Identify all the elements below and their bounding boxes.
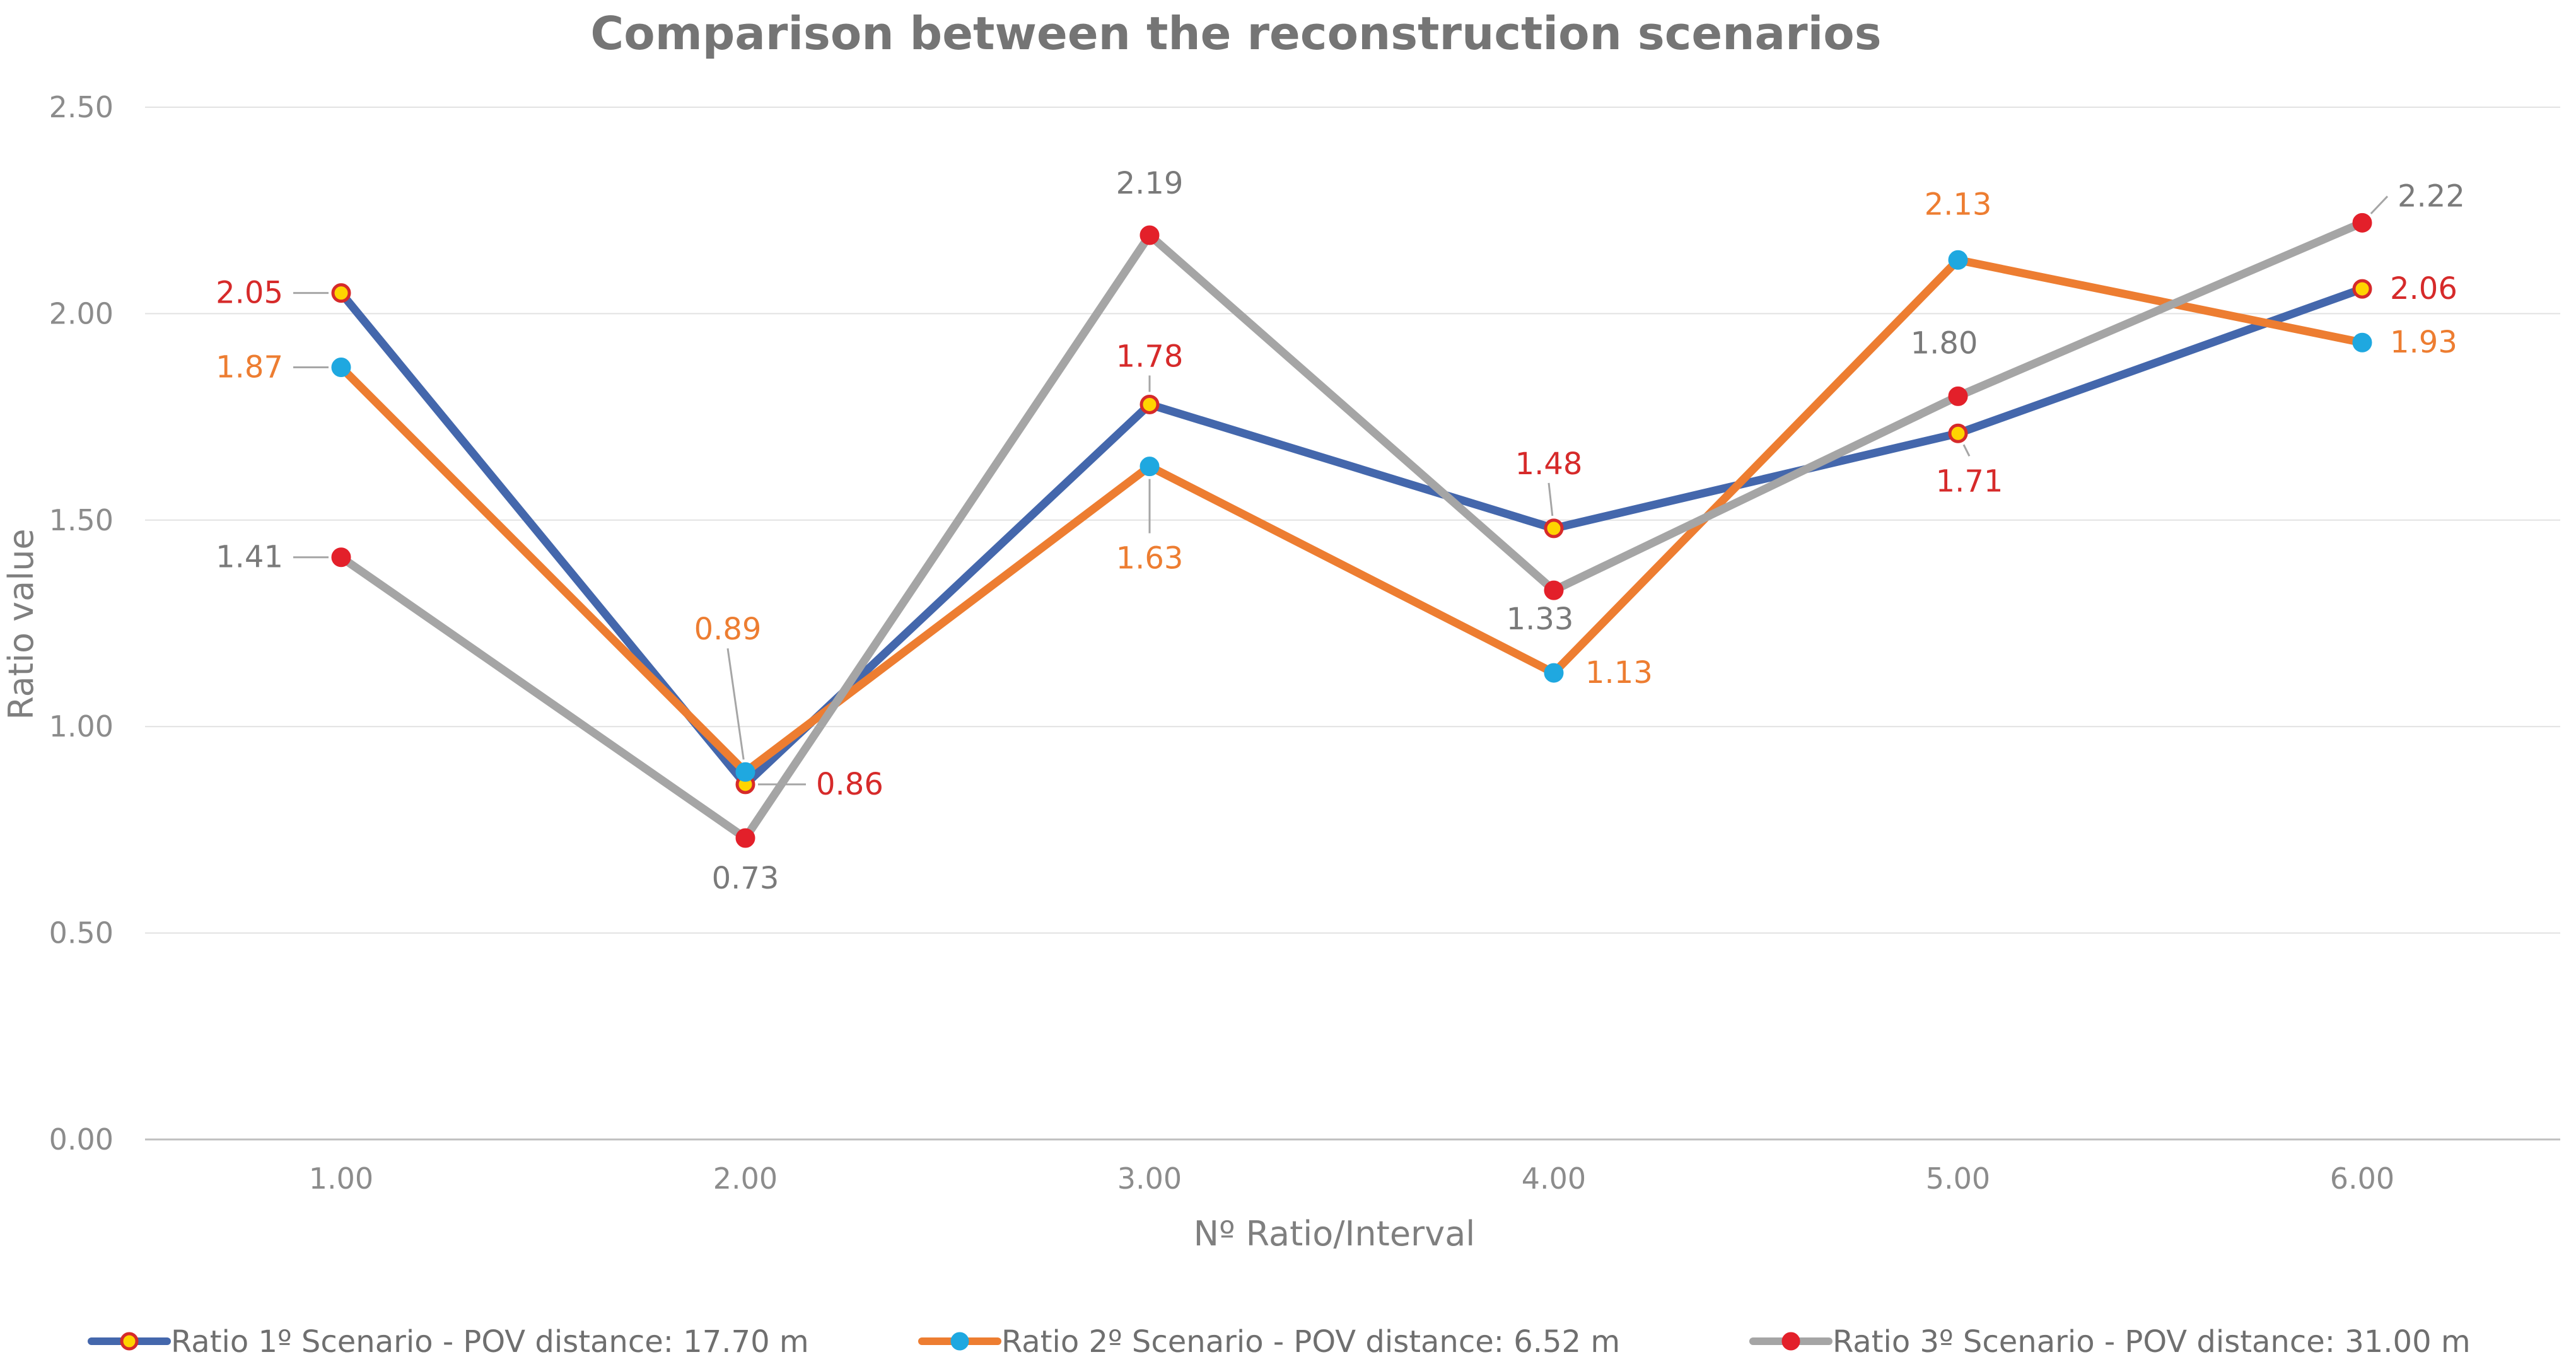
series-2-data-label: 2.13 — [1925, 187, 1992, 222]
x-tick-label: 6.00 — [2330, 1162, 2394, 1196]
label-leader-line — [726, 648, 745, 760]
series-lines — [337, 218, 2367, 842]
series-1-marker — [1948, 423, 1968, 443]
y-axis-title: Ratio value — [1, 528, 41, 719]
series-3-marker — [331, 547, 351, 568]
x-tick-label: 3.00 — [1117, 1162, 1182, 1196]
series-3-data-label: 0.73 — [712, 861, 779, 896]
series-line-2 — [337, 255, 2367, 776]
series-1-data-label: 2.05 — [216, 276, 283, 311]
series-3-data-label: 1.80 — [1911, 325, 1978, 361]
series-3-marker — [2352, 213, 2372, 233]
grid-lines — [145, 107, 2560, 1141]
series-1-marker — [1544, 518, 1564, 539]
series-1-data-label: 1.78 — [1116, 339, 1184, 374]
series-1-marker — [2352, 279, 2372, 299]
y-tick-label: 1.00 — [49, 709, 114, 743]
x-axis-ticks: 1.00 2.00 3.00 4.00 5.00 6.00 — [309, 1162, 2394, 1196]
y-tick-label: 2.50 — [49, 90, 114, 124]
series-2-marker — [735, 762, 755, 782]
series-2-marker — [2352, 332, 2372, 352]
y-tick-label: 1.50 — [49, 503, 114, 537]
x-tick-label: 1.00 — [309, 1162, 373, 1196]
series-1-data-label: 1.71 — [1936, 463, 2003, 499]
series-2-marker — [1948, 250, 1968, 270]
series-3-marker — [1544, 580, 1564, 600]
legend-swatch-marker-1 — [120, 1332, 139, 1351]
series-line-3 — [337, 218, 2367, 842]
label-leader-line — [1547, 482, 1554, 516]
series-1-data-label: 1.48 — [1515, 446, 1583, 482]
series-3-data-label: 1.33 — [1507, 602, 1574, 637]
series-3-data-label: 2.22 — [2398, 178, 2465, 214]
series-2-marker — [331, 358, 351, 378]
series-1-marker — [1139, 394, 1160, 414]
series-3-data-label: 1.41 — [216, 540, 283, 575]
x-tick-label: 4.00 — [1522, 1162, 1586, 1196]
y-tick-label: 2.00 — [49, 296, 114, 330]
series-2-data-label: 1.87 — [216, 350, 283, 385]
chart-title: Comparison between the reconstruction sc… — [590, 7, 1881, 60]
series-2-marker — [1544, 663, 1564, 683]
series-markers — [331, 213, 2372, 848]
series-1-data-label: 2.06 — [2390, 271, 2457, 306]
x-tick-label: 5.00 — [1926, 1162, 1990, 1196]
x-tick-label: 2.00 — [713, 1162, 778, 1196]
legend: Ratio 1º Scenario - POV distance: 17.70 … — [88, 1324, 2471, 1360]
y-axis-ticks: 0.00 0.50 1.00 1.50 2.00 2.50 — [49, 90, 114, 1156]
label-leader-line — [1962, 444, 1971, 457]
y-tick-label: 0.00 — [49, 1122, 114, 1156]
label-leader-line — [2370, 195, 2389, 214]
series-3-marker — [1948, 386, 1968, 406]
legend-label-1: Ratio 1º Scenario - POV distance: 17.70 … — [171, 1324, 809, 1360]
series-2-marker — [1139, 457, 1160, 477]
legend-swatch-marker-2 — [950, 1332, 969, 1351]
y-tick-label: 0.50 — [49, 916, 114, 950]
legend-label-2: Ratio 2º Scenario - POV distance: 6.52 m — [1001, 1324, 1620, 1360]
label-leaders — [293, 195, 2389, 786]
series-1-data-label: 0.86 — [816, 767, 883, 802]
series-line-1 — [337, 284, 2367, 789]
legend-swatch-marker-3 — [1781, 1332, 1800, 1351]
legend-label-3: Ratio 3º Scenario - POV distance: 31.00 … — [1833, 1324, 2471, 1360]
series-2-data-label: 1.63 — [1116, 541, 1184, 576]
series-1-marker — [331, 283, 351, 303]
series-2-data-label: 1.93 — [2390, 325, 2457, 360]
series-3-marker — [1139, 225, 1160, 245]
series-2-data-label: 1.13 — [1585, 655, 1653, 690]
series-2-data-label: 0.89 — [694, 612, 762, 647]
x-axis-title: Nº Ratio/Interval — [1194, 1214, 1476, 1254]
data-labels: 2.05 0.86 1.78 1.48 1.71 2.06 1.87 0.89 1.63 1.13… — [216, 166, 2465, 896]
series-3-data-label: 2.19 — [1116, 166, 1184, 201]
series-3-marker — [735, 828, 755, 848]
